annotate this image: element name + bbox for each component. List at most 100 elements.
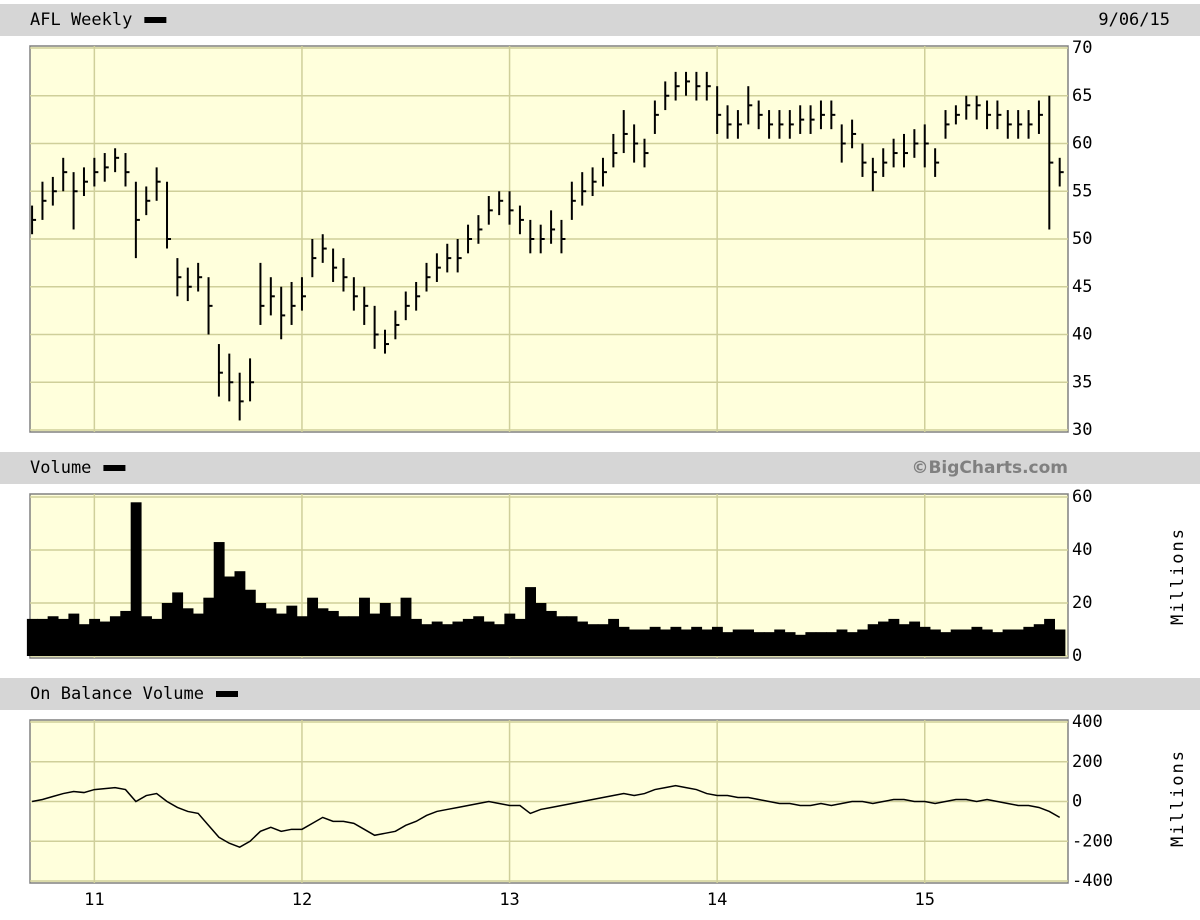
volume-bar	[141, 616, 152, 656]
chart-title: AFL Weekly	[30, 10, 132, 30]
volume-bar	[784, 632, 796, 656]
y-tick-label: 70	[1072, 38, 1092, 58]
volume-bar	[919, 626, 931, 656]
volume-bar	[649, 626, 661, 656]
volume-bar	[1012, 629, 1024, 656]
volume-bar	[795, 634, 806, 656]
header-bar	[0, 678, 1200, 710]
volume-bar	[452, 621, 464, 656]
y-tick-label: 60	[1072, 134, 1092, 154]
volume-bar	[182, 608, 194, 656]
legend-swatch	[144, 17, 167, 23]
volume-bar	[317, 608, 329, 656]
y-tick-label: 45	[1072, 277, 1092, 297]
volume-bar	[940, 632, 952, 656]
volume-bar	[826, 632, 838, 656]
x-tick-label: 15	[915, 890, 935, 910]
volume-bar	[369, 613, 381, 656]
volume-bar	[836, 629, 848, 656]
volume-bar	[213, 542, 225, 656]
volume-bar	[390, 616, 402, 656]
volume-bar	[244, 589, 256, 656]
volume-bar	[1054, 629, 1066, 656]
volume-bar	[37, 618, 49, 656]
volume-bar	[1002, 629, 1014, 656]
volume-bar	[379, 603, 391, 656]
volume-bar	[338, 616, 350, 656]
volume-bar	[608, 618, 620, 656]
volume-bar	[483, 621, 495, 656]
volume-bar	[1023, 626, 1035, 656]
volume-bar	[691, 626, 703, 656]
volume-bar	[359, 597, 370, 656]
volume-bar	[628, 629, 640, 656]
y-tick-label: 200	[1072, 752, 1103, 772]
volume-bar	[78, 624, 90, 656]
x-tick-label: 13	[499, 890, 519, 910]
y-tick-label: 20	[1072, 593, 1092, 613]
volume-bar	[109, 616, 121, 656]
y-tick-label: 65	[1072, 86, 1092, 106]
volume-bar	[597, 624, 609, 656]
volume-bar	[462, 618, 474, 656]
volume-bar	[161, 603, 173, 656]
source-label: ©BigCharts.com	[911, 458, 1068, 478]
volume-bar	[660, 629, 671, 656]
volume-bar	[442, 624, 453, 656]
volume-bar	[888, 618, 900, 656]
volume-bar	[587, 624, 599, 656]
volume-bar	[961, 629, 972, 656]
volume-bar	[763, 632, 775, 656]
volume-bar	[276, 613, 287, 656]
volume-bar	[774, 629, 786, 656]
volume-bar	[711, 626, 723, 656]
volume-bar	[130, 502, 142, 656]
y-tick-label: -200	[1072, 831, 1113, 851]
volume-bar	[307, 597, 319, 656]
volume-bar	[846, 632, 858, 656]
volume-bar	[878, 621, 889, 656]
volume-bar	[950, 629, 962, 656]
y-tick-label: 40	[1072, 325, 1092, 345]
y-tick-label: 55	[1072, 181, 1092, 201]
legend-swatch	[103, 465, 126, 471]
volume-bar	[410, 618, 422, 656]
volume-bar	[431, 621, 443, 656]
volume-bar	[473, 616, 485, 656]
volume-bar	[58, 618, 69, 656]
volume-bar	[203, 597, 215, 656]
volume-bar	[545, 610, 557, 656]
y-tick-label: 30	[1072, 420, 1092, 440]
volume-bar	[857, 629, 869, 656]
volume-bar	[898, 624, 910, 656]
volume-bar	[535, 603, 547, 656]
volume-bar	[909, 621, 921, 656]
volume-bar	[1044, 618, 1056, 656]
volume-bar	[99, 621, 111, 656]
volume-bar	[224, 576, 235, 656]
volume-bar	[753, 632, 765, 656]
volume-bar	[47, 616, 59, 656]
volume-bar	[618, 626, 630, 656]
y-tick-label: 0	[1072, 792, 1082, 812]
volume-bar	[192, 613, 204, 656]
volume-bar	[680, 629, 692, 656]
date-label: 9/06/15	[1098, 10, 1170, 30]
y-tick-label: 40	[1072, 540, 1092, 560]
volume-bar	[348, 616, 360, 656]
volume-bar	[929, 629, 941, 656]
volume-bar	[265, 608, 277, 656]
volume-bar	[992, 632, 1004, 656]
volume-bar	[514, 618, 526, 656]
header-bar	[0, 452, 1200, 484]
x-tick-label: 14	[707, 890, 727, 910]
volume-bar	[566, 616, 578, 656]
volume-bar	[867, 624, 879, 656]
legend-swatch	[216, 691, 238, 697]
volume-bar	[981, 629, 993, 656]
volume-bar	[234, 571, 246, 656]
volume-bar	[577, 621, 588, 656]
volume-bar	[722, 632, 734, 656]
volume-bar	[89, 618, 101, 656]
